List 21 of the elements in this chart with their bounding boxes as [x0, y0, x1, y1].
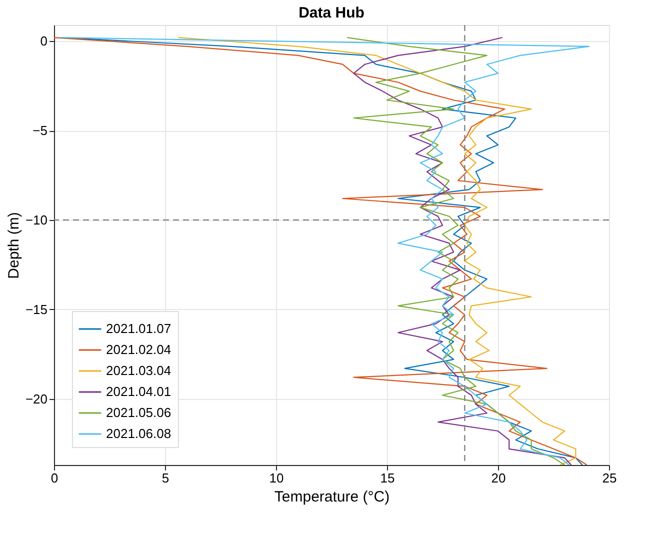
y-axis-title: Depth (m) [5, 212, 22, 279]
x-tick-label: 0 [50, 470, 58, 486]
chart-title: Data Hub [298, 4, 364, 22]
line-series [178, 36, 576, 465]
x-tick-label: 15 [380, 470, 395, 486]
x-tick-label: 5 [162, 470, 170, 486]
legend-label: 2021.04.01 [106, 384, 172, 399]
y-tick-label: −10 [25, 212, 48, 228]
y-tick-label: −20 [25, 391, 48, 406]
y-tick-label: −15 [25, 302, 48, 317]
y-tick-label: −5 [32, 123, 48, 138]
legend-label: 2021.05.06 [106, 405, 172, 420]
legend-label: 2021.02.04 [106, 342, 172, 357]
x-axis-title: Temperature (°C) [274, 488, 390, 506]
x-tick-label: 20 [491, 470, 506, 486]
legend-label: 2021.03.04 [106, 363, 172, 378]
y-tick-label: 0 [40, 34, 48, 49]
legend-label: 2021.06.08 [106, 426, 172, 441]
x-tick-label: 25 [602, 470, 617, 486]
legend-label: 2021.01.07 [106, 321, 172, 336]
x-tick-label: 10 [269, 470, 284, 486]
